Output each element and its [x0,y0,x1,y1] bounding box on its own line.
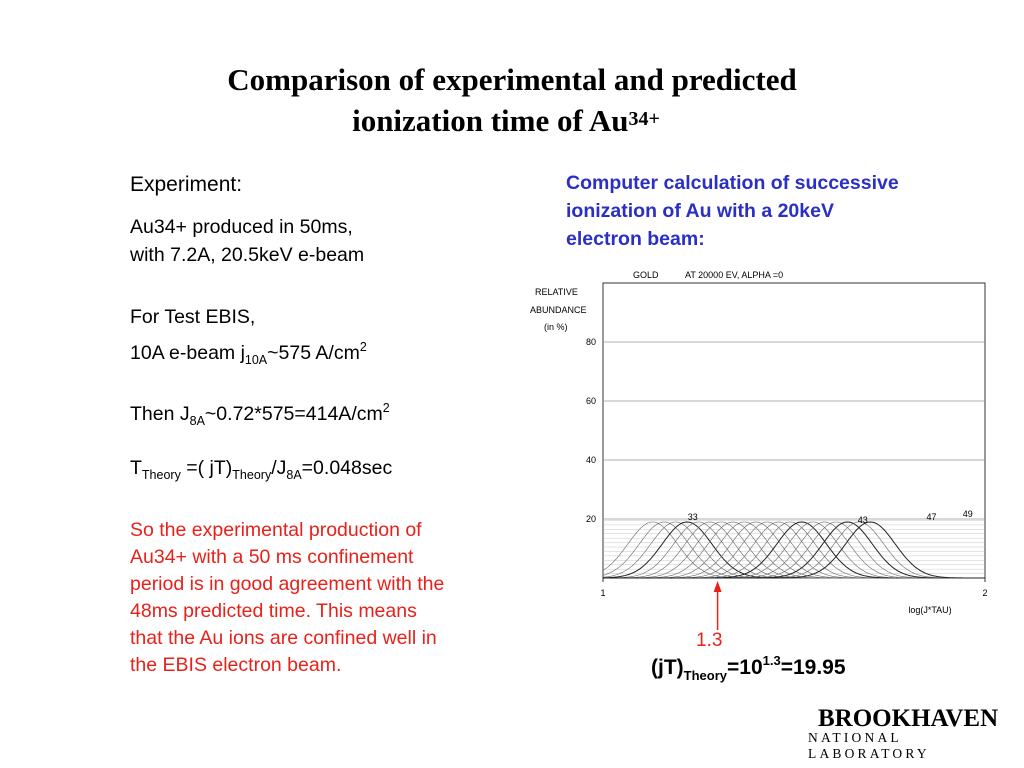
experiment-line3: For Test EBIS, [130,306,256,328]
conclusion-line: period is in good agreement with the [130,573,445,595]
x-axis-label: log(J*TAU) [908,605,951,615]
charge-state-curve-30 [602,521,985,579]
y-tick-label: 40 [586,455,596,465]
charge-state-curve-48 [603,521,985,579]
theory-formula: (jT)Theory=101.3=19.95 [651,653,846,683]
slide-title-line1: Comparison of experimental and predicted [227,62,797,97]
charge-state-curve-33 [603,521,985,579]
peak-label: 33 [688,512,698,522]
caption-line: electron beam: [566,228,705,250]
conclusion-text: So the experimental production of Au34+ … [130,517,510,679]
formula-text-c: =19.95 [780,656,846,679]
marker-arrow-head [713,581,722,592]
title-text: ionization time of Au [352,103,629,138]
chart-layer: GOLD AT 20000 EV, ALPHA =0 RELATIVE ABUNDAN… [530,270,988,630]
charge-state-curve-42 [603,521,985,579]
conclusion-line: Au34+ with a 50 ms confinement [130,546,414,568]
y-tick-label: 60 [586,396,596,406]
charge-state-curve-31 [602,521,985,579]
line4-sup: 2 [359,340,367,354]
experiment-line5: Then J8A~0.72*575=414A/cm2 [130,401,390,430]
title-superscript: 34+ [628,108,660,130]
brookhaven-logo: BROOKHAVEN [818,705,999,732]
charge-state-curve-34 [603,521,985,579]
experiment-heading: Experiment: [130,173,243,196]
formula-text: (jT) [651,656,684,679]
charge-state-curve-46 [603,521,985,579]
experiment-line1: Au34+ produced in 50ms, [130,216,353,238]
national-laboratory-logo: NATIONAL LABORATORY [808,730,930,761]
y-axis-label: ABUNDANCE [530,305,587,315]
charge-state-curve-36 [603,521,985,579]
charge-state-curve-47 [603,521,985,579]
chart-header-right: AT 20000 EV, ALPHA =0 [685,270,783,280]
caption-line: ionization of Au with a 20keV [566,200,834,222]
x-tick-label: 1 [600,588,605,598]
caption-line: Computer calculation of successive [566,172,899,194]
line5-sub: 8A [189,414,205,428]
line4-text-b: ~575 A/cm [267,342,360,364]
charge-state-curve-44 [603,521,985,579]
charge-state-curve-40 [603,521,985,579]
chart-header-left: GOLD [633,270,659,280]
conclusion-line: the EBIS electron beam. [130,654,342,676]
conclusion-line: 48ms predicted time. This means [130,600,417,622]
line4-sub: 10A [244,353,268,367]
y-tick-label: 20 [586,514,596,524]
line6-sub2: Theory [232,468,272,482]
line6-text-c: /J [271,457,287,479]
conclusion-line: that the Au ions are confined well in [130,627,437,649]
marker-label: 1.3 [696,630,723,651]
charge-state-curve-37 [603,521,985,579]
line6-text-d: =0.048sec [301,457,393,479]
line4-text: 10A e-beam j [130,342,245,364]
line6-text: T [130,457,142,479]
charge-state-curve-38 [603,521,985,579]
line5-text-b: ~0.72*575=414A/cm [204,403,383,425]
line5-sup: 2 [382,401,390,415]
charge-state-curve-43 [603,521,985,579]
peak-label: 49 [963,509,973,519]
experiment-line6: TTheory =( jT)Theory/J8A=0.048sec [130,455,392,484]
y-axis-label: RELATIVE [535,287,578,297]
slide-title-line2: ionization time of Au34+ [0,101,1018,141]
charge-state-curve-41 [603,521,985,579]
formula-text-b: =10 [727,656,763,679]
y-axis-label: (in %) [544,322,568,332]
charge-state-curve-32 [602,521,985,579]
charge-state-curve-49 [603,521,985,579]
experiment-line4: 10A e-beam j10A~575 A/cm2 [130,340,367,369]
conclusion-line: So the experimental production of [130,519,422,541]
line6-sub1: Theory [141,468,181,482]
x-tick-label: 2 [982,588,987,598]
line6-sub3: 8A [286,468,302,482]
chart-caption: Computer calculation of successive ioniz… [566,169,986,253]
formula-sub: Theory [683,668,727,683]
experiment-line2: with 7.2A, 20.5keV e-beam [130,244,365,266]
line6-text-b: =( jT) [180,457,233,479]
charge-state-curve-45 [603,521,985,579]
formula-sup: 1.3 [762,653,781,668]
charge-state-curve-39 [603,521,985,579]
line5-text: Then J [130,403,190,425]
peak-label: 43 [858,515,868,525]
y-tick-label: 80 [586,337,596,347]
charge-state-curve-35 [603,521,985,579]
peak-label: 47 [927,512,937,522]
